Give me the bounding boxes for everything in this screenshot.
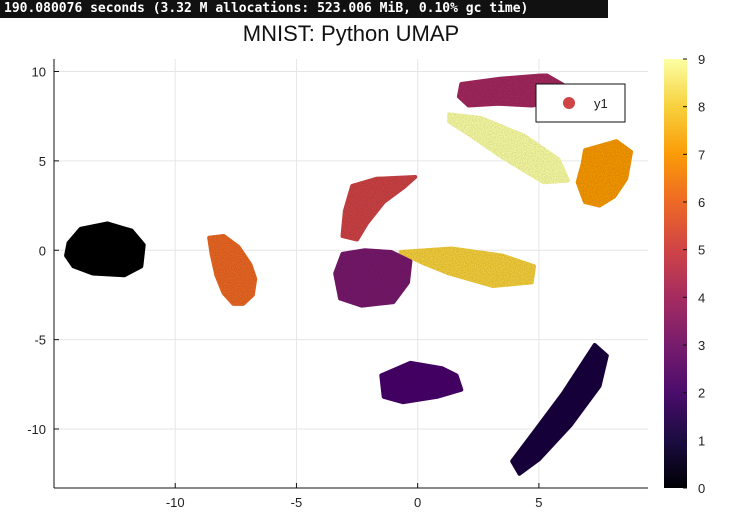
colorbar-tick-label: 9 — [698, 52, 705, 67]
cluster-digit-3 — [333, 248, 413, 308]
cluster-digit-0 — [64, 221, 146, 278]
y-tick-label: 10 — [32, 65, 46, 80]
legend-box — [535, 83, 626, 123]
y-tick-label: 0 — [39, 243, 46, 258]
y-tick-label: -10 — [27, 422, 46, 437]
cluster-digit-5 — [340, 175, 418, 242]
cluster-digit-9 — [447, 112, 570, 185]
x-tick-label: 0 — [414, 495, 421, 510]
colorbar-tick-label: 4 — [698, 290, 705, 305]
cluster-digit-8 — [398, 246, 536, 288]
colorbar: 0 1 2 3 4 5 6 7 8 9 — [664, 52, 705, 496]
y-tick-label: -5 — [34, 333, 46, 348]
legend: y1 — [535, 83, 626, 123]
scatter-points — [64, 73, 633, 476]
x-tick-label: -10 — [166, 495, 185, 510]
cluster-digit-2 — [379, 360, 464, 405]
x-tick-label: 5 — [535, 495, 542, 510]
colorbar-ticks: 0 1 2 3 4 5 6 7 8 9 — [683, 52, 705, 496]
colorbar-tick-label: 2 — [698, 386, 705, 401]
colorbar-tick-label: 5 — [698, 243, 705, 258]
x-tick-label: -5 — [291, 495, 303, 510]
colorbar-tick-label: 3 — [698, 338, 705, 353]
colorbar-tick-label: 0 — [698, 481, 705, 496]
cluster-digit-6 — [207, 234, 258, 306]
colorbar-tick-label: 8 — [698, 100, 705, 115]
colorbar-tick-label: 1 — [698, 433, 705, 448]
legend-label: y1 — [594, 96, 608, 111]
y-tick-label: 5 — [39, 154, 46, 169]
chart-title: MNIST: Python UMAP — [243, 21, 459, 46]
cluster-digit-7 — [575, 139, 633, 208]
legend-marker — [563, 97, 575, 109]
cluster-digit-1 — [510, 343, 609, 476]
colorbar-tick-label: 6 — [698, 195, 705, 210]
colorbar-tick-label: 7 — [698, 147, 705, 162]
plot-axes: -10 -5 0 5 -10 -5 0 5 10 — [27, 59, 648, 510]
colorbar-gradient — [664, 59, 687, 488]
timing-status-text: 190.080076 seconds (3.32 M allocations: … — [0, 0, 608, 18]
